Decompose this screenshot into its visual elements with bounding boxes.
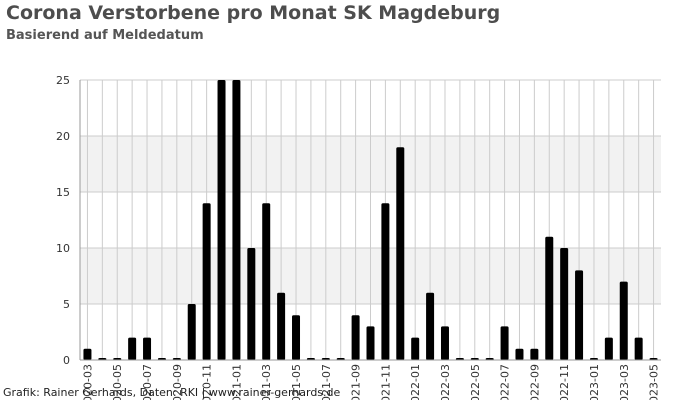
x-tick-label: 2021-01 [230, 364, 243, 400]
bar-2021-01 [232, 80, 241, 360]
bar-2023-04 [634, 337, 643, 360]
bar-2022-01 [411, 337, 420, 360]
x-tick-label: 2023-03 [618, 364, 631, 400]
grid-lines [80, 79, 661, 361]
bar-2020-07 [143, 337, 152, 360]
x-tick-label: 2022-09 [528, 364, 541, 400]
y-tick-label: 15 [56, 186, 70, 199]
axes [79, 80, 661, 361]
chart-subtitle: Basierend auf Meldedatum [6, 28, 204, 43]
x-tick-label: 2020-05 [111, 364, 124, 400]
bar-2020-11 [202, 203, 211, 360]
bar-2021-12 [396, 147, 405, 360]
x-tick-label: 2021-11 [379, 364, 392, 400]
x-tick-label: 2022-07 [499, 364, 512, 400]
bar-2023-02 [604, 337, 613, 360]
bar-2020-06 [128, 337, 137, 360]
bar-2022-10 [545, 236, 554, 360]
x-tick-label: 2020-09 [171, 364, 184, 400]
bar-2021-03 [262, 203, 271, 360]
bar-2021-10 [366, 326, 375, 360]
x-tick-label: 2022-11 [558, 364, 571, 400]
x-axis-labels: 2020-03 2020-05 2020-07 2020-09 2020-11 2021-… [81, 364, 660, 400]
x-tick-label: 2023-01 [588, 364, 601, 400]
bar-2022-11 [560, 248, 569, 360]
y-tick-label: 0 [63, 354, 70, 367]
y-tick-label: 20 [56, 130, 70, 143]
bar-2022-03 [440, 326, 449, 360]
x-tick-label: 2020-03 [81, 364, 94, 400]
bar-2021-04 [277, 292, 286, 360]
chart-title: Corona Verstorbene pro Monat SK Magdebur… [6, 2, 501, 24]
bar-2020-10 [187, 304, 196, 360]
bar-2021-05 [292, 315, 301, 360]
x-tick-label: 2022-03 [439, 364, 452, 400]
bar-2023-03 [619, 281, 628, 360]
bars [83, 80, 658, 360]
x-tick-label: 2021-05 [290, 364, 303, 400]
source-credit: Grafik: Rainer Gerhards, Daten: RKI | ww… [3, 386, 341, 399]
y-tick-label: 25 [56, 74, 70, 87]
y-tick-label: 10 [56, 242, 70, 255]
bar-2022-08 [515, 348, 524, 360]
bar-2022-02 [426, 292, 435, 360]
bar-2022-09 [530, 348, 539, 360]
y-tick-label: 5 [63, 298, 70, 311]
x-tick-label: 2021-07 [320, 364, 333, 400]
x-tick-label: 2023-05 [648, 364, 661, 400]
y-axis-labels: 0 5 10 15 20 25 [56, 74, 70, 367]
bar-2022-12 [575, 270, 584, 360]
x-tick-label: 2022-05 [469, 364, 482, 400]
x-tick-label: 2022-01 [409, 364, 422, 400]
bar-2020-03 [83, 348, 92, 360]
bar-2022-07 [500, 326, 509, 360]
x-tick-label: 2021-03 [260, 364, 273, 400]
x-tick-label: 2020-07 [141, 364, 154, 400]
x-tick-label: 2021-09 [350, 364, 363, 400]
bar-2021-11 [381, 203, 390, 360]
bar-2021-09 [351, 315, 360, 360]
bar-2021-02 [247, 248, 256, 360]
x-tick-label: 2020-11 [201, 364, 214, 400]
bar-2020-12 [217, 80, 226, 360]
